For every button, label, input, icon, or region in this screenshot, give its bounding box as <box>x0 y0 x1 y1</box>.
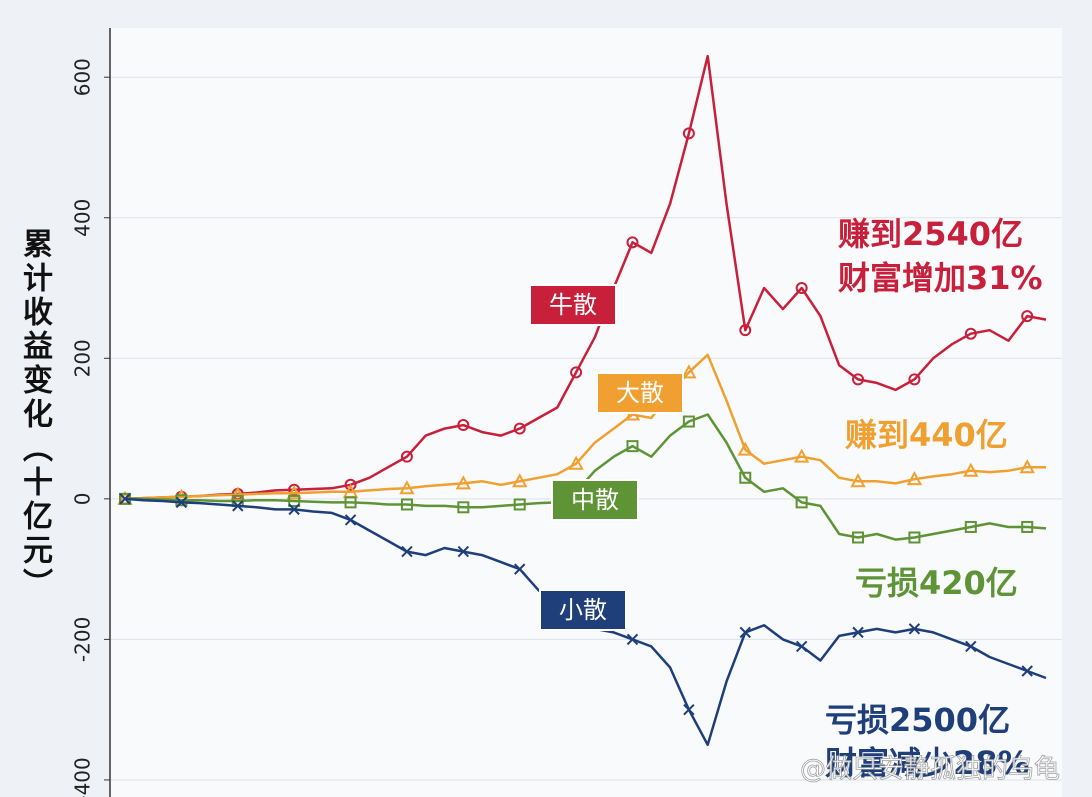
series-line <box>124 353 1046 501</box>
marker <box>230 486 246 501</box>
plot-area <box>110 28 1062 797</box>
marker <box>288 494 301 507</box>
watermark: @做只安静孤独的乌龟 <box>800 755 1060 785</box>
marker <box>739 324 752 337</box>
marker <box>455 475 472 490</box>
legend-box <box>529 284 617 326</box>
marker <box>739 626 751 639</box>
marker <box>457 419 470 432</box>
marker <box>626 440 639 453</box>
marker <box>175 494 188 507</box>
annotation: 赚到440亿 <box>845 416 1008 454</box>
marker <box>795 282 808 295</box>
marker <box>964 520 977 533</box>
marker <box>288 483 301 496</box>
marker <box>570 366 583 379</box>
marker <box>737 441 753 456</box>
marker <box>624 406 641 421</box>
legend-label: 小散 <box>559 596 607 624</box>
y-tick-label: 200 <box>71 339 95 377</box>
legend-box <box>539 589 627 631</box>
annotation: 财富增加31% <box>838 259 1043 297</box>
annotation: 亏损420亿 <box>855 564 1018 602</box>
marker <box>682 415 695 428</box>
marker <box>568 455 584 470</box>
marker <box>513 422 526 435</box>
marker <box>626 633 639 646</box>
marker <box>682 127 695 140</box>
marker <box>399 480 415 495</box>
marker <box>963 462 979 477</box>
y-tick-label: -200 <box>71 617 95 662</box>
legend-label: 中散 <box>571 486 619 514</box>
marker <box>1021 310 1034 323</box>
marker <box>288 503 300 516</box>
marker <box>852 531 865 544</box>
marker <box>681 364 697 379</box>
marker <box>908 623 921 635</box>
marker <box>512 473 528 488</box>
marker <box>1019 459 1035 474</box>
marker <box>400 450 413 463</box>
marker <box>852 373 865 386</box>
marker <box>400 498 413 511</box>
y-tick-label: 600 <box>71 58 95 96</box>
marker <box>965 640 977 653</box>
marker <box>457 501 470 514</box>
marker <box>344 478 357 491</box>
marker <box>626 236 639 249</box>
marker <box>1021 665 1033 677</box>
y-axis-label: 累计收益变化（十亿元） <box>17 228 52 602</box>
marker <box>344 514 357 526</box>
annotation: 亏损2500亿 <box>825 701 1010 739</box>
annotation: 财富减少28% <box>825 744 1030 782</box>
marker <box>906 471 923 486</box>
series-line <box>124 54 1047 501</box>
legend-box <box>551 479 639 521</box>
y-tick-label: 0 <box>71 492 95 505</box>
marker <box>457 545 470 558</box>
marker <box>683 703 695 716</box>
marker <box>908 373 921 386</box>
marker <box>513 498 526 511</box>
marker <box>1021 520 1034 533</box>
legend-label: 大散 <box>616 379 664 407</box>
marker <box>119 493 131 505</box>
marker <box>739 471 752 484</box>
annotation: 赚到2540亿 <box>838 215 1023 253</box>
marker <box>795 496 808 509</box>
marker <box>852 626 864 639</box>
marker <box>286 485 302 500</box>
marker <box>908 531 921 544</box>
marker <box>514 563 526 575</box>
marker <box>175 496 188 509</box>
y-tick-label: -400 <box>71 757 95 797</box>
marker <box>964 327 977 340</box>
marker <box>344 496 357 509</box>
y-tick-label: 400 <box>71 199 95 237</box>
legend-label: 牛散 <box>549 291 597 319</box>
marker <box>232 500 244 512</box>
marker <box>793 448 810 463</box>
marker <box>401 545 413 558</box>
marker <box>850 473 866 488</box>
marker <box>795 640 808 653</box>
legend-box <box>596 372 684 414</box>
